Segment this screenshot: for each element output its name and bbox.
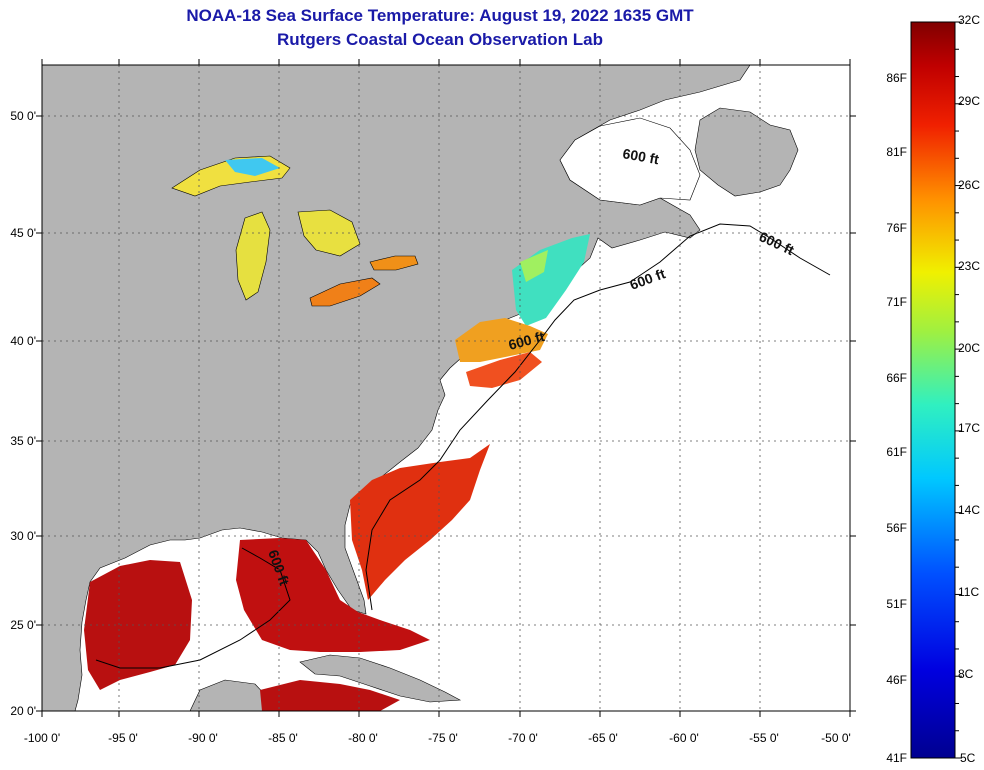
isobath-label: 600 ft bbox=[621, 145, 660, 167]
lat-tick-label: 40 0' bbox=[10, 334, 36, 348]
lat-tick-label: 50 0' bbox=[10, 109, 36, 123]
colorbar-celsius-label: 5C bbox=[960, 751, 976, 765]
colorbar-celsius-label: 20C bbox=[958, 341, 980, 355]
lat-axis: 20 0' 25 0' 30 0' 35 0' 40 0' 45 0' 50 0… bbox=[10, 109, 36, 718]
land-newfoundland bbox=[694, 107, 799, 197]
colorbar-celsius-label: 14C bbox=[958, 503, 980, 517]
isobath-600ft-gulf bbox=[95, 547, 291, 669]
lat-tick-label: 25 0' bbox=[10, 618, 36, 632]
lon-axis: -100 0' -95 0' -90 0' -85 0' -80 0' -75 … bbox=[24, 731, 851, 745]
land-cuba bbox=[299, 654, 462, 703]
colorbar-fahrenheit-label: 56F bbox=[886, 521, 907, 535]
sst-gulf-of-maine bbox=[512, 234, 590, 326]
colorbar-celsius-label: 11C bbox=[958, 585, 979, 599]
colorbar-fahrenheit-label: 86F bbox=[886, 71, 907, 85]
sst-gulf-of-maine-warm bbox=[520, 250, 548, 282]
lat-tick-label: 30 0' bbox=[10, 529, 36, 543]
isobath-600ft bbox=[365, 223, 831, 611]
colorbar-celsius-label: 8C bbox=[958, 667, 974, 681]
lon-tick-label: -55 0' bbox=[749, 731, 779, 745]
lon-tick-label: -95 0' bbox=[108, 731, 138, 745]
colorbar-celsius-label: 32C bbox=[958, 13, 980, 27]
land-yucatan bbox=[189, 679, 273, 711]
colorbar: 32C 29C 26C 23C 20C 17C 14C 11C 8C 5C 86… bbox=[886, 13, 980, 765]
lon-tick-label: -90 0' bbox=[188, 731, 218, 745]
lon-tick-label: -80 0' bbox=[348, 731, 378, 745]
lon-tick-label: -75 0' bbox=[428, 731, 458, 745]
map-subtitle: Rutgers Coastal Ocean Observation Lab bbox=[277, 30, 603, 49]
lon-tick-label: -65 0' bbox=[588, 731, 618, 745]
sst-gulf-of-mexico-east bbox=[236, 538, 430, 652]
colorbar-fahrenheit-label: 76F bbox=[886, 221, 907, 235]
lat-tick-label: 20 0' bbox=[10, 704, 36, 718]
colorbar-celsius-label: 29C bbox=[958, 94, 980, 108]
lon-tick-label: -50 0' bbox=[821, 731, 851, 745]
lake-michigan bbox=[235, 211, 271, 301]
graticule bbox=[42, 65, 850, 711]
lon-tick-label: -60 0' bbox=[669, 731, 699, 745]
lon-tick-label: -100 0' bbox=[24, 731, 60, 745]
colorbar-gradient bbox=[910, 21, 956, 759]
colorbar-fahrenheit-label: 51F bbox=[886, 597, 907, 611]
lake-ontario bbox=[369, 255, 419, 271]
colorbar-ticks bbox=[955, 21, 962, 759]
lon-tick-label: -85 0' bbox=[268, 731, 298, 745]
sst-mid-atlantic-bight bbox=[455, 318, 548, 362]
map-frame bbox=[41, 64, 851, 712]
colorbar-fahrenheit-label: 81F bbox=[886, 145, 907, 159]
sst-south-atlantic-bight bbox=[350, 444, 490, 600]
axis-ticks bbox=[36, 59, 856, 717]
colorbar-fahrenheit-label: 71F bbox=[886, 295, 907, 309]
lat-tick-label: 35 0' bbox=[10, 434, 36, 448]
lake-huron bbox=[297, 209, 361, 257]
sst-caribbean bbox=[260, 680, 400, 711]
colorbar-celsius-label: 17C bbox=[958, 421, 980, 435]
lake-erie bbox=[309, 277, 381, 307]
colorbar-fahrenheit-label: 61F bbox=[886, 445, 907, 459]
map-title: NOAA-18 Sea Surface Temperature: August … bbox=[186, 6, 694, 25]
colorbar-fahrenheit-label: 46F bbox=[886, 673, 907, 687]
lat-tick-label: 45 0' bbox=[10, 226, 36, 240]
gulf-st-lawrence bbox=[559, 117, 701, 206]
colorbar-celsius-label: 23C bbox=[958, 259, 980, 273]
colorbar-fahrenheit-label: 66F bbox=[886, 371, 907, 385]
lake-superior-cool bbox=[225, 158, 280, 176]
colorbar-fahrenheit-label: 41F bbox=[886, 751, 907, 765]
lon-tick-label: -70 0' bbox=[508, 731, 538, 745]
colorbar-celsius-label: 26C bbox=[958, 178, 980, 192]
